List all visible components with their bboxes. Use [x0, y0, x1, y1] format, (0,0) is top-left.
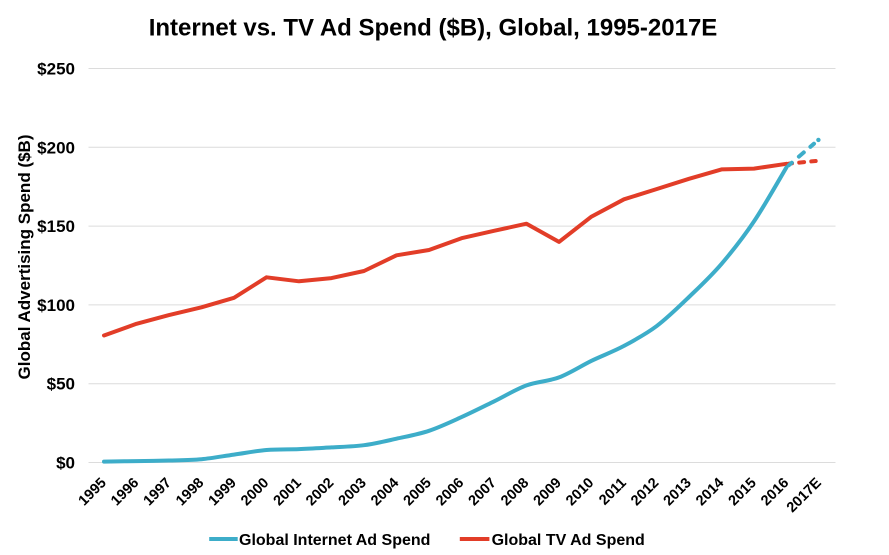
svg-text:Internet vs. TV Ad Spend ($B),: Internet vs. TV Ad Spend ($B), Global, 1… — [149, 15, 718, 42]
svg-text:$150: $150 — [37, 217, 75, 236]
svg-text:Global Advertising Spend ($B): Global Advertising Spend ($B) — [15, 135, 34, 380]
svg-text:$50: $50 — [47, 375, 75, 394]
svg-text:Global TV Ad Spend: Global TV Ad Spend — [492, 532, 645, 549]
svg-text:$100: $100 — [37, 296, 75, 315]
svg-text:$200: $200 — [37, 138, 75, 157]
svg-text:$0: $0 — [56, 454, 75, 473]
svg-text:Global Internet Ad Spend: Global Internet Ad Spend — [239, 532, 430, 549]
svg-text:$250: $250 — [37, 60, 75, 79]
